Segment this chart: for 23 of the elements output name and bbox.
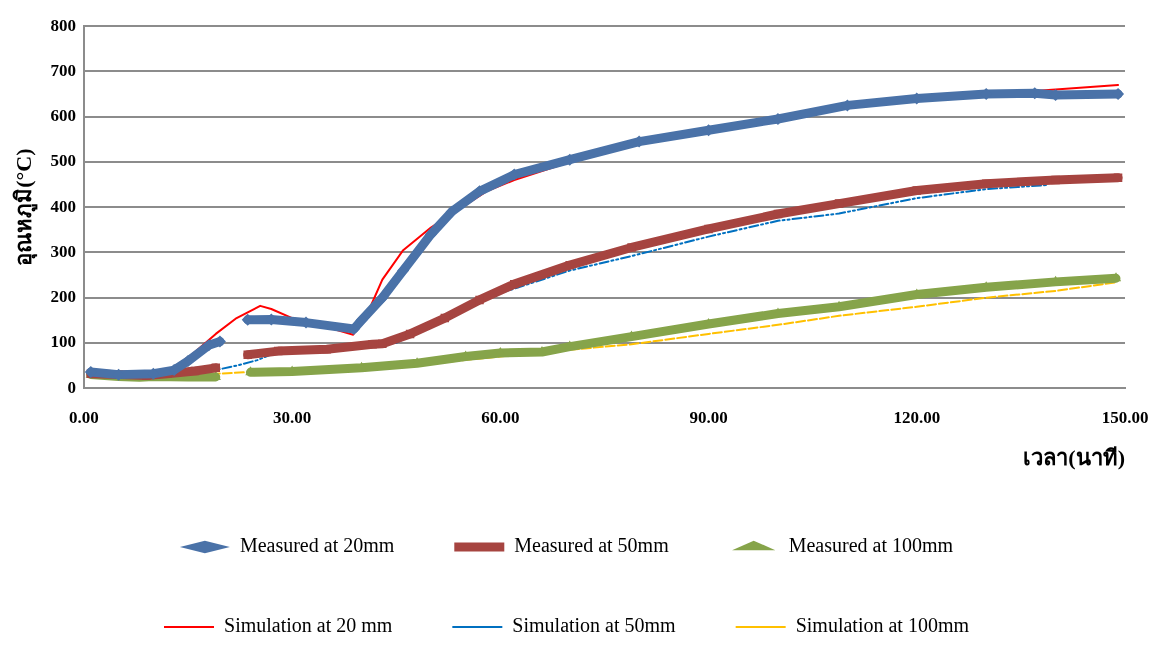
y-tick-label: 300 [50, 241, 76, 261]
x-tick-label: 0.00 [69, 407, 99, 427]
y-tick-label: 0 [67, 377, 76, 397]
y-tick-label: 400 [50, 196, 76, 216]
y-tick-label: 500 [50, 151, 76, 171]
legend-label: Simulation at 50mm [512, 614, 677, 637]
x-tick-label: 60.00 [481, 407, 520, 427]
x-tick-label: 90.00 [689, 407, 728, 427]
y-tick-label: 100 [50, 332, 76, 352]
x-axis-title: เวลา(นาที) [1023, 445, 1125, 471]
x-tick-label: 120.00 [893, 407, 941, 427]
legend-label: Measured at 100mm [788, 534, 954, 557]
x-tick-label: 30.00 [272, 407, 312, 427]
legend-label: Measured at 50mm [514, 534, 670, 557]
y-tick-label: 700 [50, 60, 76, 80]
y-tick-label: 600 [50, 106, 76, 126]
y-axis-title: อุณหภูมิ(°C) [10, 148, 38, 266]
y-tick-label: 200 [50, 287, 76, 307]
legend-label: Simulation at 20 mm [224, 614, 393, 637]
x-tick-label: 150.00 [1101, 407, 1149, 427]
y-tick-label: 800 [50, 15, 76, 35]
legend-label: Simulation at 100mm [795, 614, 970, 637]
legend-label: Measured at 20mm [239, 534, 395, 557]
